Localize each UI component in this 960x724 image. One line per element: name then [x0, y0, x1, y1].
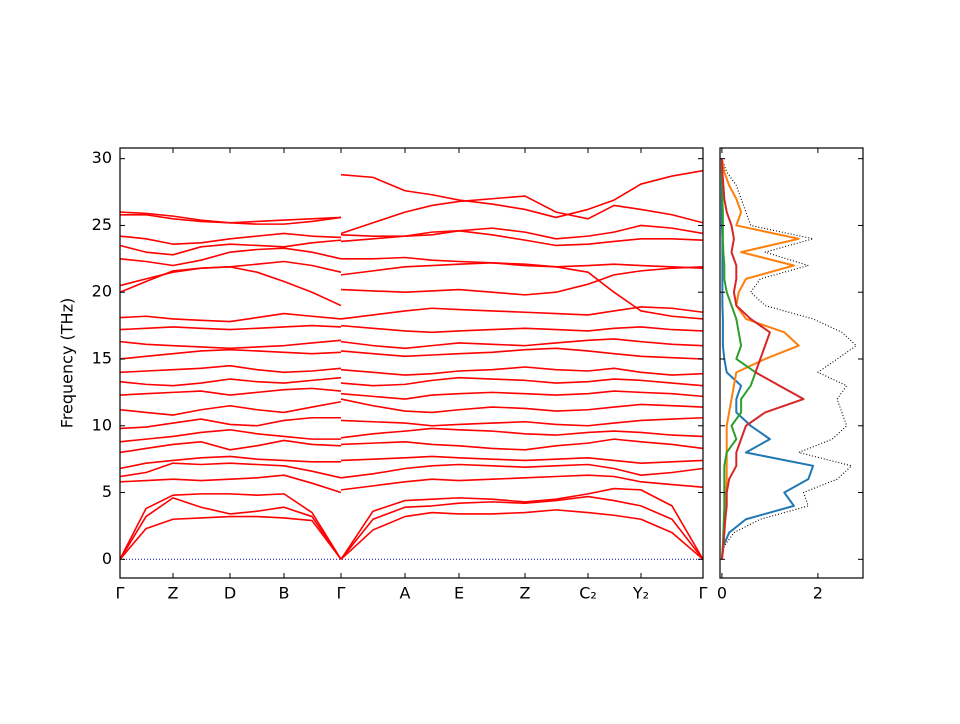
series-line — [120, 387, 703, 400]
x-tick-label: Γ — [337, 584, 346, 603]
series-line — [120, 224, 703, 245]
series-line — [120, 474, 703, 494]
plot-lines — [720, 158, 857, 560]
series-line — [120, 347, 703, 360]
y-tick-label: 25 — [92, 215, 112, 234]
y-tick-label: 0 — [102, 549, 112, 568]
series-line — [720, 158, 805, 560]
series-line — [120, 487, 703, 560]
series-line — [120, 169, 703, 225]
plot-frame — [719, 147, 864, 579]
x-tick-label: Y₂ — [632, 584, 649, 603]
series-line — [120, 247, 703, 269]
x-tick-label: Z — [520, 584, 531, 603]
series-line — [120, 364, 703, 376]
x-tick-label: A — [400, 584, 411, 603]
plot-frame — [119, 147, 704, 579]
series-line — [120, 195, 703, 235]
y-tick-label: 20 — [92, 282, 112, 301]
y-tick-label: 10 — [92, 415, 112, 434]
series-line — [120, 338, 703, 350]
series-line — [120, 455, 703, 470]
series-line — [120, 495, 703, 560]
x-tick-label: Z — [168, 584, 179, 603]
x-tick-label: Γ — [699, 584, 708, 603]
series-line — [721, 158, 857, 560]
series-line — [120, 438, 703, 454]
x-tick-label: C₂ — [579, 584, 597, 603]
y-tick-label: 15 — [92, 348, 112, 367]
series-line — [120, 230, 703, 256]
y-tick-label: 30 — [92, 148, 112, 167]
series-line — [120, 416, 703, 430]
series-line — [120, 266, 703, 307]
series-line — [120, 509, 703, 560]
x-tick-label: E — [454, 584, 464, 603]
series-line — [120, 306, 703, 323]
series-line — [120, 324, 703, 334]
series-line — [120, 398, 703, 416]
x-tick-label: 2 — [813, 584, 823, 603]
series-line — [120, 462, 703, 479]
y-tick-label: 5 — [102, 482, 112, 501]
x-tick-label: 0 — [717, 584, 727, 603]
x-tick-label: Γ — [116, 584, 125, 603]
x-tick-label: D — [224, 584, 236, 603]
x-tick-label: B — [279, 584, 290, 603]
y-axis-label: Frequency (THz) — [58, 298, 77, 428]
series-line — [120, 260, 703, 320]
series-line — [120, 427, 703, 443]
plot-lines — [120, 169, 703, 560]
series-line — [120, 376, 703, 387]
